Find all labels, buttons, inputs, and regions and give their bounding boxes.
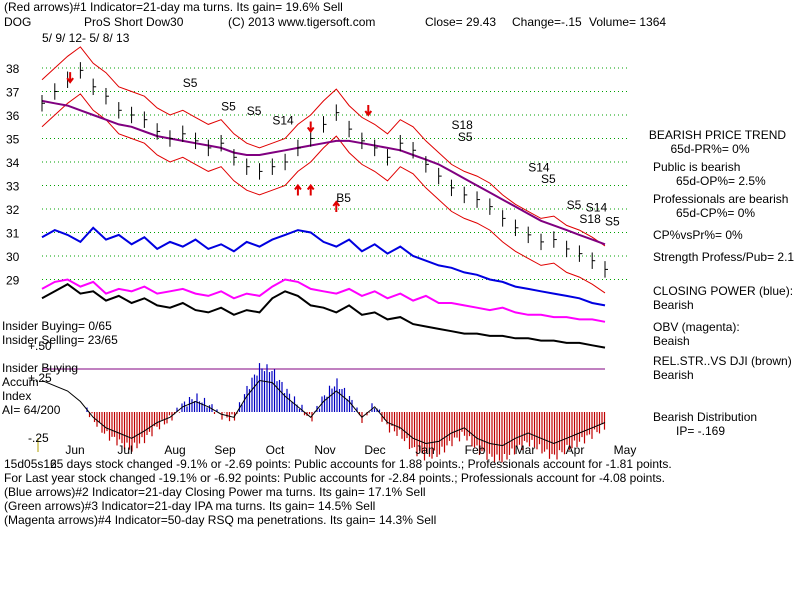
y-tick-label: 31 [6, 227, 20, 241]
y-tick-label: 37 [6, 86, 20, 100]
distribution-ip: IP= -.169 [676, 424, 726, 438]
sell-arrow [66, 72, 74, 84]
y-tick-label: 29 [6, 274, 20, 288]
strength-ratio: Strength Profess/Pub= 2.1 [653, 250, 795, 264]
upper-band [41, 46, 606, 247]
signal-label: S18 [451, 118, 473, 132]
copyright-text: (C) 2013 www.tigersoft.com [228, 15, 376, 29]
sell-arrow [364, 105, 373, 117]
security-name: ProS Short Dow30 [84, 15, 184, 29]
trend-title: BEARISH PRICE TREND [648, 128, 787, 142]
month-label: Jun [65, 443, 84, 457]
signal-label: S5 [458, 130, 473, 144]
footer-blue-arrows: (Blue arrows)#2 Indicator=21-day Closing… [4, 485, 426, 499]
accum-axis-label: -.25 [28, 431, 49, 445]
change-value: Change=-.15 [512, 15, 582, 29]
footer-magenta-arrows: (Magenta arrows)#4 Indicator=50-day RSQ … [4, 513, 437, 527]
ticker-symbol: DOG [4, 15, 32, 29]
obv-title: OBV (magenta): [653, 320, 740, 334]
buy-arrow [294, 183, 302, 196]
accum-label-index: Index [2, 389, 32, 403]
closing-power-line [41, 226, 606, 307]
obv-line [41, 278, 606, 323]
cp-vs-pr: CP%vsPr%= 0% [653, 228, 743, 242]
month-label: Mar [515, 443, 536, 457]
month-label: Sep [214, 443, 236, 457]
trend-pr: 65d-PR%= 0% [670, 142, 750, 156]
month-label: Dec [364, 443, 385, 457]
indicator-lines [41, 46, 606, 349]
buy-arrow [332, 200, 341, 212]
public-op: 65d-OP%= 2.5% [676, 174, 766, 188]
footer-prefix: 15d05s12 [4, 457, 57, 471]
relstr-line [41, 283, 606, 349]
month-label: Apr [566, 443, 585, 457]
signal-arrows [66, 72, 373, 212]
footer-stats-year: For Last year stock changed -19.1% or -6… [4, 471, 666, 485]
axis-labels: 38 37 36 35 34 33 32 31 30 29 +.50 +.25 -.25 Jun Jul Au… [6, 62, 636, 457]
ai-value: AI= 64/200 [2, 403, 61, 417]
y-tick-label: 38 [6, 62, 20, 76]
accum-label-accum: Accum [2, 375, 39, 389]
month-label: Nov [314, 443, 335, 457]
accum-ma-line [41, 379, 606, 447]
signal-label: S5 [567, 198, 582, 212]
month-label: Feb [465, 443, 486, 457]
insider-buying: Insider Buying= 0/65 [2, 319, 112, 333]
y-tick-label: 32 [6, 203, 20, 217]
signal-label: S14 [272, 113, 294, 127]
y-tick-label: 36 [6, 109, 20, 123]
y-tick-label: 33 [6, 180, 20, 194]
insider-selling: Insider Selling= 23/65 [2, 333, 118, 347]
header-indicator-line: (Red arrows)#1 Indicator=21-day ma turns… [4, 0, 343, 14]
closing-power-title: CLOSING POWER (blue): [653, 284, 794, 298]
public-status: Public is bearish [653, 160, 741, 174]
y-tick-label: 35 [6, 133, 20, 147]
footer-stats-65d: 65 days stock changed -9.1% or -2.69 poi… [50, 457, 672, 471]
y-tick-label: 30 [6, 250, 20, 264]
date-range: 5/ 9/ 12- 5/ 8/ 13 [42, 31, 130, 45]
accum-axis-label: +.25 [28, 371, 52, 385]
accum-index-histogram [41, 363, 606, 463]
signal-label: S5 [247, 104, 262, 118]
signal-label: S18 [579, 212, 601, 226]
relstr-value: Bearish [653, 368, 694, 382]
signal-label: S14 [586, 200, 608, 214]
professionals-cp: 65d-CP%= 0% [676, 206, 756, 220]
month-label: Jul [117, 443, 132, 457]
obv-value: Beaish [653, 334, 690, 348]
close-value: Close= 29.43 [425, 15, 497, 29]
buy-arrow [306, 183, 315, 196]
signal-label: B5 [336, 191, 351, 205]
accum-axis-label: +.50 [28, 339, 52, 353]
accum-label-insider: Insider Buying [2, 361, 79, 375]
price-bars [41, 62, 608, 278]
signal-label: S5 [183, 76, 198, 90]
month-label: May [614, 443, 637, 457]
price-gridlines [37, 67, 630, 452]
month-label: Jan [415, 443, 434, 457]
professionals-status: Professionals are bearish [653, 192, 789, 206]
month-label: Oct [266, 443, 285, 457]
signal-label: S14 [528, 160, 550, 174]
footer-green-arrows: (Green arrows)#3 Indicator=21-day IPA ma… [4, 499, 376, 513]
signal-label: S5 [221, 99, 236, 113]
lower-band [41, 93, 606, 294]
distribution-title: Bearish Distribution [653, 410, 758, 424]
moving-average-line [41, 99, 606, 246]
signal-label: S5 [605, 214, 620, 228]
closing-power-value: Bearish [653, 298, 694, 312]
volume-value: Volume= 1364 [589, 15, 667, 29]
y-tick-label: 34 [6, 156, 20, 170]
relstr-title: REL.STR..VS DJI (brown) [653, 354, 792, 368]
sell-arrow [306, 121, 315, 134]
signal-label: S5 [541, 172, 556, 186]
month-label: Aug [164, 443, 185, 457]
